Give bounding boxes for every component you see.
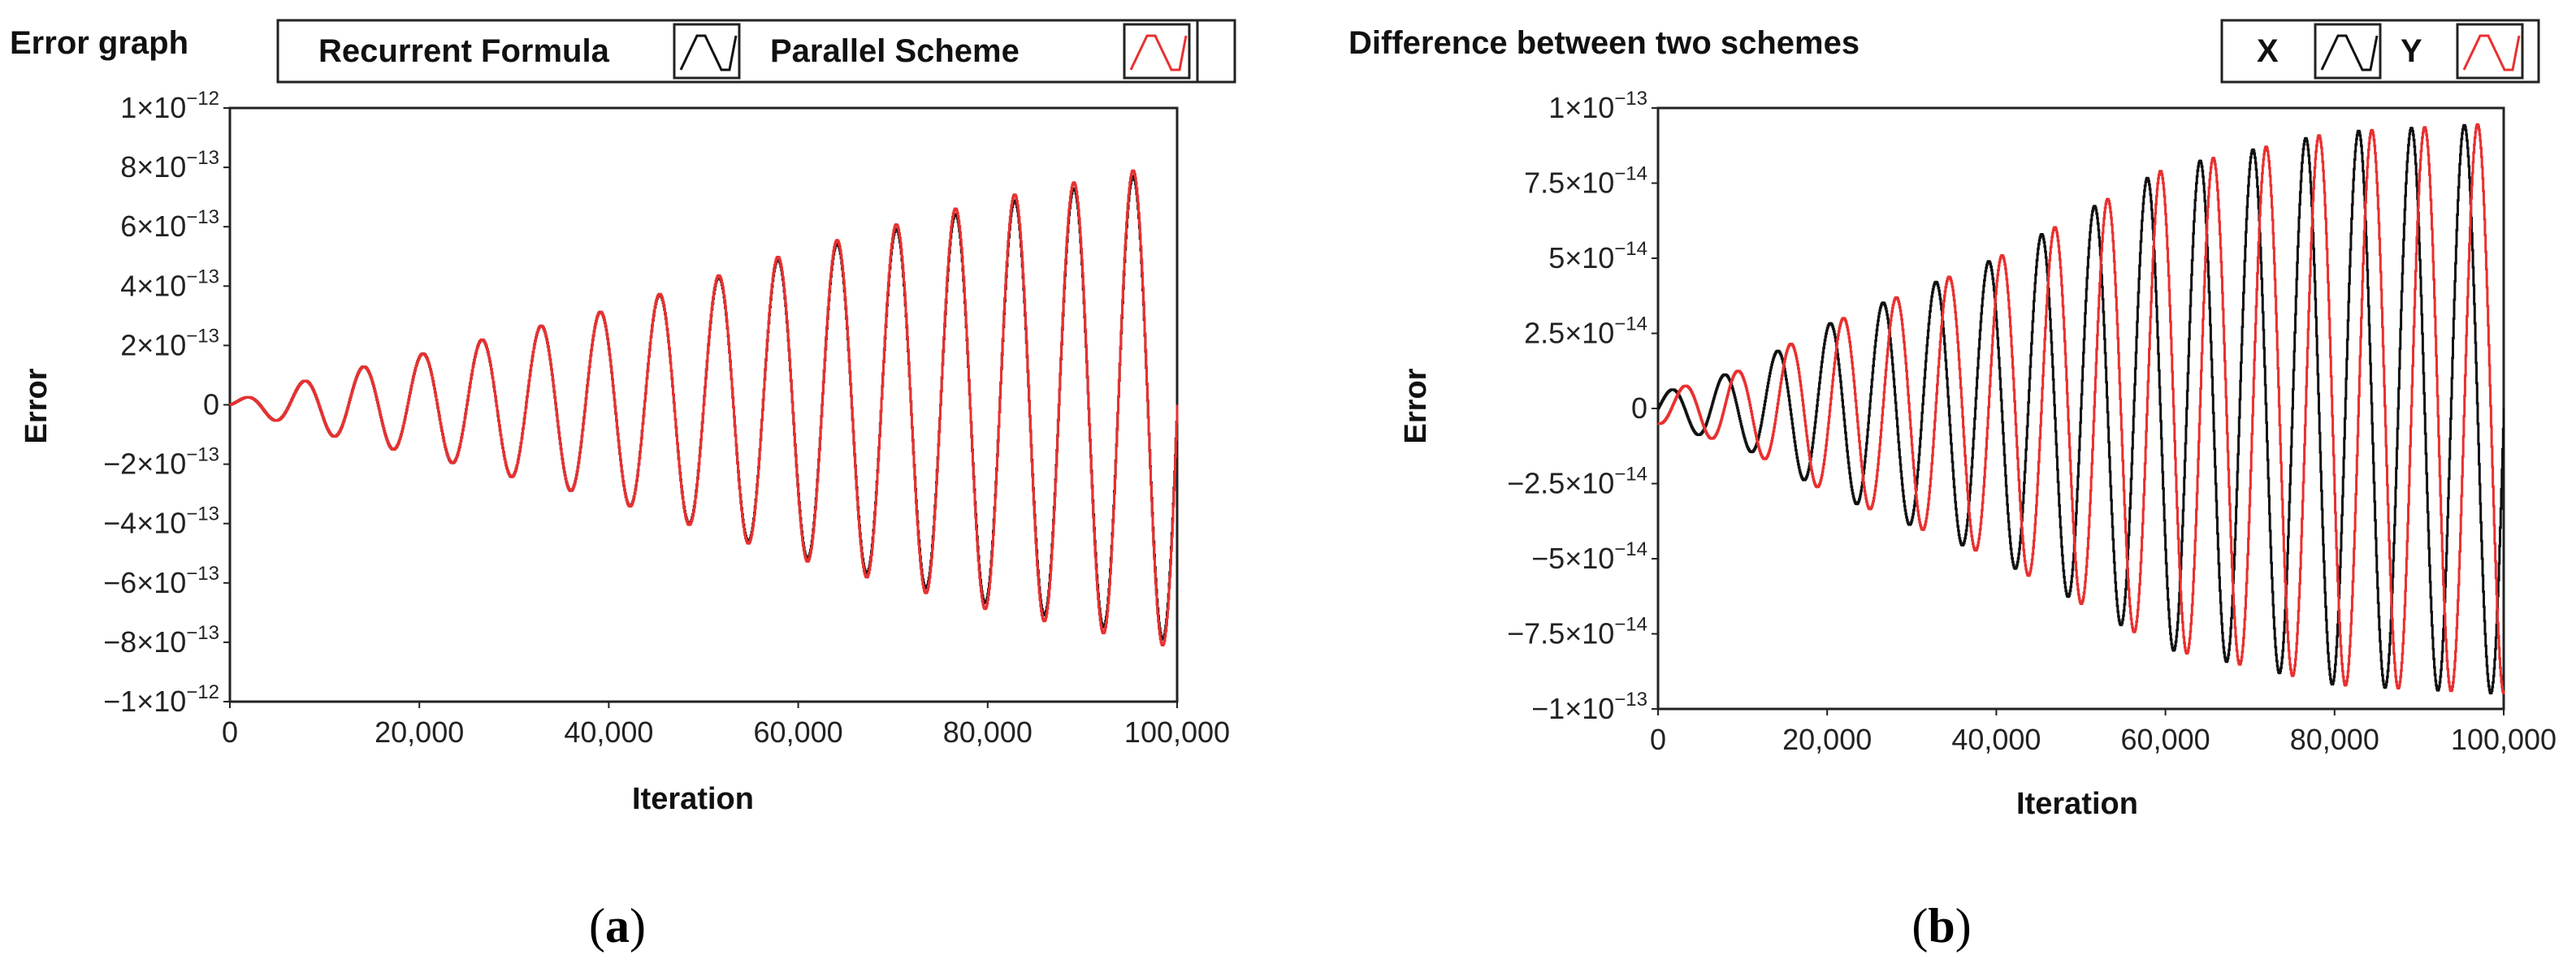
y-tick-label: −1×10−13 [1531,689,1647,725]
legend-swatch-y [2456,23,2524,80]
y-tick-label: 0 [203,388,219,421]
caption-close: ) [630,899,646,953]
legend-swatch-recurrent-formula [673,23,741,80]
x-tick-label: 40,000 [1951,723,2041,756]
y-axis-ticks: 1×10−12 8×10−13 6×10−13 4×10−13 2×10−13 0 −2×1… [103,88,230,718]
y-tick-label: 1×10−12 [120,88,219,124]
series-line-x [1657,123,2505,695]
x-tick-label: 80,000 [943,715,1033,749]
y-axis-ticks: 1×10−13 7.5×10−14 5×10−14 2.5×10−14 0 −2.5×10… [1507,88,1658,725]
y-tick-label: 7.5×10−14 [1524,163,1647,200]
panel-caption: (b) [1911,899,1971,953]
y-tick-label: −5×10−14 [1531,538,1647,575]
caption-open: ( [1911,899,1928,953]
series-line-parallel-scheme [229,169,1179,646]
x-tick-label: 0 [222,715,238,749]
x-tick-label: 80,000 [2290,723,2379,756]
legend-label-x: X [2257,33,2279,69]
x-axis-label: Iteration [632,782,754,816]
legend-label-parallel-scheme: Parallel Scheme [770,33,1020,69]
x-tick-label: 100,000 [1124,715,1230,749]
x-axis-ticks: 0 20,000 40,000 60,000 80,000 100,000 [1650,709,2557,756]
caption-close: ) [1955,899,1972,953]
chart-title: Difference between two schemes [1349,25,1859,61]
y-tick-label: 5×10−14 [1548,238,1647,274]
y-axis-label: Error [1399,368,1433,443]
x-tick-label: 60,000 [754,715,843,749]
panel-caption: (a) [589,899,646,953]
series-layer [1657,123,2505,695]
y-tick-label: −4×10−13 [103,503,219,540]
legend-label-y: Y [2401,33,2422,69]
series-line-y [1657,123,2505,695]
y-tick-label: 6×10−13 [120,206,219,243]
y-tick-label: −2.5×10−14 [1507,464,1647,500]
legend: X Y [2220,19,2540,84]
y-tick-label: 2×10−13 [120,325,219,361]
y-tick-label: 4×10−13 [120,266,219,302]
x-tick-label: 0 [1650,723,1666,756]
y-tick-label: −8×10−13 [103,622,219,659]
y-tick-label: 2.5×10−14 [1524,313,1647,350]
y-tick-label: 0 [1631,391,1647,425]
y-tick-label: 8×10−13 [120,147,219,184]
legend: Recurrent Formula Parallel Scheme [276,19,1236,84]
legend-swatch-parallel-scheme [1123,23,1191,80]
chart-title: Error graph [10,25,188,61]
x-tick-label: 20,000 [1782,723,1872,756]
x-tick-label: 20,000 [374,715,464,749]
x-axis-label: Iteration [2016,787,2138,821]
y-tick-label: 1×10−13 [1548,88,1647,124]
y-tick-label: −7.5×10−14 [1507,614,1647,650]
y-tick-label: −6×10−13 [103,563,219,599]
x-tick-label: 40,000 [564,715,653,749]
caption-letter: a [605,899,630,953]
y-axis-label: Error [19,368,54,443]
y-tick-label: −2×10−13 [103,444,219,481]
caption-open: ( [589,899,605,953]
legend-box [276,19,1236,84]
panel-b: Difference between two schemes X Y 1×10−… [1349,19,2557,953]
x-axis-ticks: 0 20,000 40,000 60,000 80,000 100,000 [222,702,1230,749]
x-tick-label: 100,000 [2451,723,2557,756]
legend-label-recurrent-formula: Recurrent Formula [318,33,610,69]
y-tick-label: −1×10−12 [103,681,219,718]
series-layer [229,169,1179,646]
legend-swatch-x [2314,23,2382,80]
x-tick-label: 60,000 [2121,723,2210,756]
panel-a: Error graph Recurrent Formula Parallel S… [10,19,1236,953]
caption-letter: b [1928,899,1955,953]
